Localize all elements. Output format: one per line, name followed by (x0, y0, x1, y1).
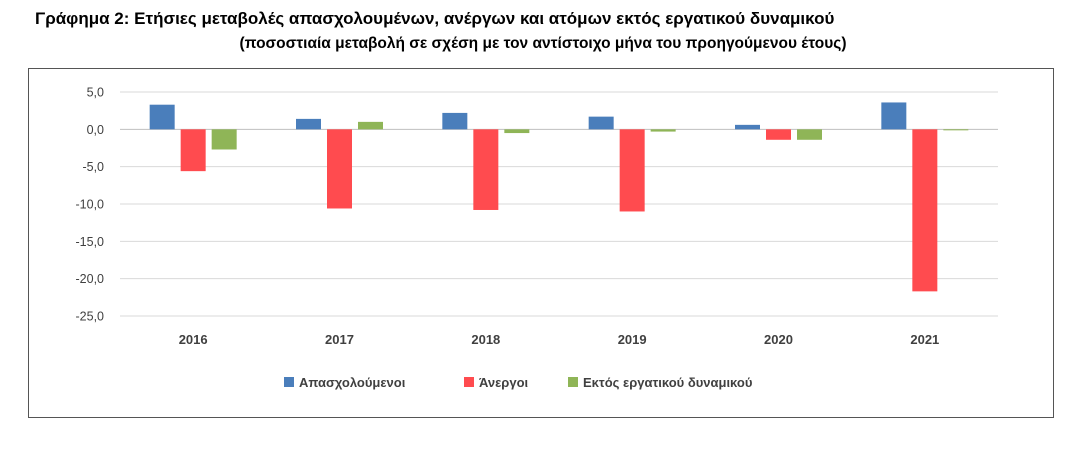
y-tick-label: 0,0 (87, 123, 104, 137)
y-axis: 5,0 0,0 -5,0 -10,0 -15,0 -20,0 -25,0 (76, 86, 105, 324)
chart-title: Γράφημα 2: Ετήσιες μεταβολές απασχολουμέ… (35, 9, 835, 28)
gridlines (120, 91, 998, 317)
legend-swatch (464, 377, 474, 387)
x-tick-label: 2016 (179, 332, 208, 347)
bar-2016-series-2 (211, 129, 237, 150)
bar-2019-series-2 (650, 129, 676, 132)
y-tick-label: -20,0 (76, 272, 105, 286)
x-axis: 2016 2017 2018 2019 2020 2021 (179, 332, 940, 347)
chart-subtitle: (ποσοστιαία μεταβολή σε σχέση με τον αντ… (239, 35, 847, 52)
y-tick-label: -15,0 (76, 235, 105, 249)
y-tick-label: 5,0 (87, 86, 104, 100)
bar-2020-series-1 (766, 129, 791, 140)
bar-2016-series-1 (180, 129, 206, 172)
legend-label: Απασχολούμενοι (299, 375, 406, 390)
bar-2016-series-0 (149, 104, 175, 130)
bar-2021-series-2 (943, 129, 969, 131)
chart-frame (28, 68, 1054, 418)
bar-2019-series-1 (619, 129, 645, 212)
bar-2020-series-2 (797, 129, 822, 140)
x-tick-label: 2021 (910, 332, 939, 347)
bar-2021-series-0 (881, 102, 907, 130)
legend-label: Άνεργοι (479, 375, 529, 390)
legend-swatch (568, 377, 578, 387)
bar-2021-series-1 (912, 129, 938, 292)
bar-2017-series-0 (296, 118, 321, 130)
y-tick-label: -25,0 (76, 310, 105, 324)
bars (149, 102, 969, 292)
bar-2018-series-2 (504, 129, 530, 134)
legend-label: Εκτός εργατικού δυναμικού (583, 375, 753, 390)
legend: Απασχολούμενοι Άνεργοι Εκτός εργατικού δυν… (284, 375, 753, 390)
x-tick-label: 2018 (471, 332, 500, 347)
x-tick-label: 2017 (325, 332, 354, 347)
bar-2019-series-0 (588, 116, 614, 130)
x-tick-label: 2020 (764, 332, 793, 347)
legend-swatch (284, 377, 294, 387)
bar-2017-series-1 (327, 129, 352, 209)
bar-2018-series-0 (442, 112, 468, 130)
bar-2020-series-0 (735, 124, 760, 130)
bar-2017-series-2 (358, 121, 383, 130)
y-tick-label: -10,0 (76, 198, 105, 212)
y-tick-label: -5,0 (82, 160, 104, 174)
bar-2018-series-1 (473, 129, 499, 210)
x-tick-label: 2019 (618, 332, 647, 347)
